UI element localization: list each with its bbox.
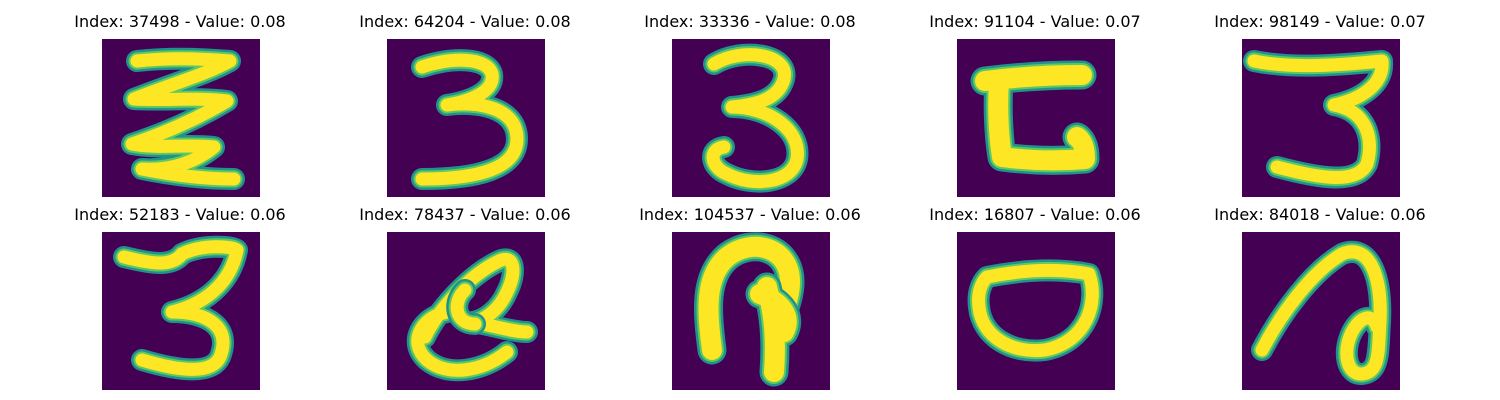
panel-title: Index: 16807 - Value: 0.06 [929,205,1141,224]
panel-8: Index: 104537 - Value: 0.06 [620,205,880,395]
pen-stroke [1247,54,1389,184]
panel-7: Index: 78437 - Value: 0.06 [335,205,595,395]
pen-stroke [450,283,482,331]
panel-title: Index: 91104 - Value: 0.07 [929,12,1141,31]
pen-stroke [415,53,524,186]
panel-2: Index: 64204 - Value: 0.08 [335,12,595,202]
pen-stroke [1255,245,1387,381]
pen-stroke [972,263,1099,358]
panel-6: Index: 52183 - Value: 0.06 [50,205,310,395]
panel-title: Index: 78437 - Value: 0.06 [359,205,571,224]
digit-image [672,232,830,390]
panel-title: Index: 104537 - Value: 0.06 [639,205,861,224]
panel-title: Index: 37498 - Value: 0.08 [74,12,286,31]
digit-image [672,39,830,197]
digit-image [1242,232,1400,390]
digit-image [957,232,1115,390]
pen-stroke [750,277,797,382]
digit-image [1242,39,1400,197]
digit-image [957,39,1115,197]
pen-stroke [117,240,244,376]
panel-1: Index: 37498 - Value: 0.08 [50,12,310,202]
pen-stroke [125,52,241,186]
panel-title: Index: 33336 - Value: 0.08 [644,12,856,31]
panel-9: Index: 16807 - Value: 0.06 [905,205,1165,395]
pen-stroke [975,65,1095,171]
panel-title: Index: 98149 - Value: 0.07 [1214,12,1426,31]
pen-stroke [698,236,800,360]
panel-3: Index: 33336 - Value: 0.08 [620,12,880,202]
panel-title: Index: 64204 - Value: 0.08 [359,12,571,31]
panel-title: Index: 84018 - Value: 0.06 [1214,205,1426,224]
digit-image [387,232,545,390]
panel-title: Index: 52183 - Value: 0.06 [74,205,286,224]
pen-stroke [706,48,804,189]
panel-10: Index: 84018 - Value: 0.06 [1190,205,1450,395]
digit-image [102,39,260,197]
digit-image [102,232,260,390]
digit-image [387,39,545,197]
panel-4: Index: 91104 - Value: 0.07 [905,12,1165,202]
panel-5: Index: 98149 - Value: 0.07 [1190,12,1450,202]
